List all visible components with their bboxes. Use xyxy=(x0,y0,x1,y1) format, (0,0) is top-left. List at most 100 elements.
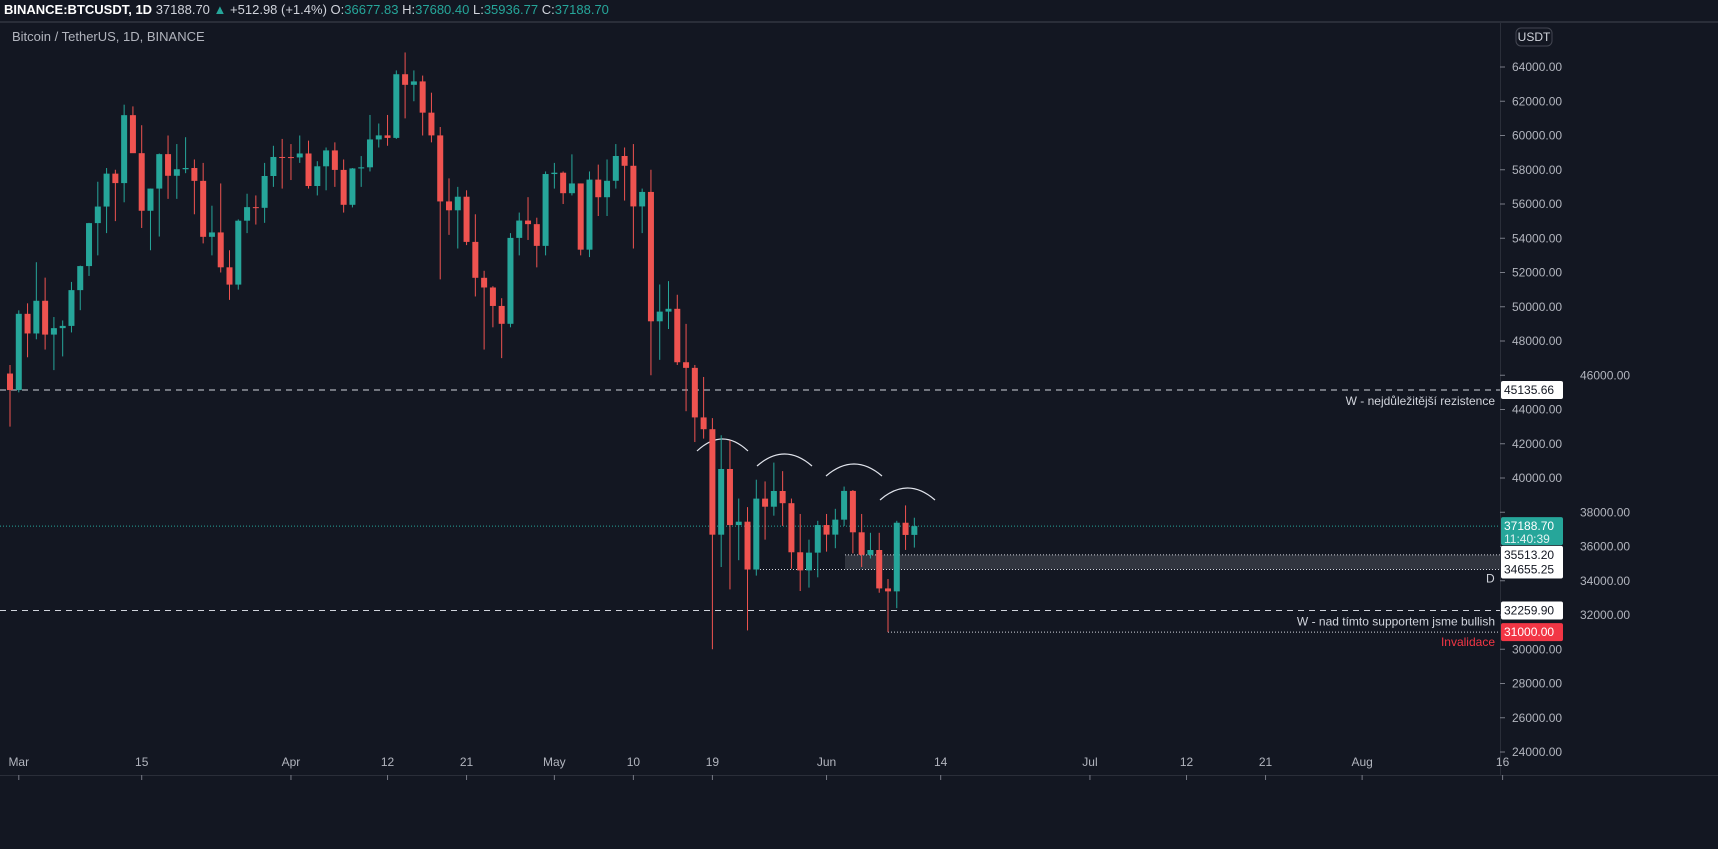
candle-body xyxy=(762,498,769,507)
candle-body xyxy=(129,115,136,154)
price-tick-label: 40000.00 xyxy=(1512,471,1562,485)
candle-body xyxy=(876,549,883,589)
time-tick-label: May xyxy=(543,755,566,769)
candle-body xyxy=(498,305,505,324)
candle-body xyxy=(639,191,646,207)
price-tick-label: 30000.00 xyxy=(1512,642,1562,656)
currency-badge xyxy=(1515,27,1553,47)
candle-body xyxy=(112,173,119,184)
candle-body xyxy=(410,81,417,85)
candle-body xyxy=(252,207,259,209)
price-tick-label: 62000.00 xyxy=(1512,94,1562,108)
candle-body xyxy=(375,135,382,140)
time-tick-label: Aug xyxy=(1351,755,1372,769)
candle-body xyxy=(156,154,163,189)
candle-body xyxy=(893,522,900,592)
price-tick-label: 26000.00 xyxy=(1512,711,1562,725)
candle-body xyxy=(700,417,707,430)
support-zone xyxy=(845,554,1500,570)
low-value: 35936.77 xyxy=(483,2,539,17)
pattern-arc xyxy=(756,453,813,467)
open-value: 36677.83 xyxy=(344,2,399,17)
candle-body xyxy=(191,168,198,181)
candle-body xyxy=(287,157,294,159)
line-note: W - nejdůležitější rezistence xyxy=(1346,394,1496,408)
candle-body xyxy=(630,165,637,207)
zone-bottom-price-label: 34655.25 xyxy=(1504,563,1554,577)
time-tick-label: Jul xyxy=(1082,755,1097,769)
price-tick-label: 50000.00 xyxy=(1512,300,1562,314)
candle-body xyxy=(586,179,593,250)
time-tick-label: 10 xyxy=(627,755,641,769)
support-price-label: 32259.90 xyxy=(1504,604,1554,618)
time-tick-label: 19 xyxy=(706,755,720,769)
up-arrow-icon: ▲ xyxy=(213,2,227,17)
symbol-name[interactable]: BINANCE:BTCUSDT, 1D xyxy=(4,2,153,17)
candle-body xyxy=(173,169,180,176)
candle-body xyxy=(103,173,110,207)
candle-body xyxy=(384,135,391,138)
candle-body xyxy=(841,490,848,520)
candle-body xyxy=(331,150,338,170)
price-tick-label: 34000.00 xyxy=(1580,574,1630,588)
candle-body xyxy=(226,267,233,285)
candle-body xyxy=(235,220,242,285)
candle-body xyxy=(823,525,830,535)
candle-body xyxy=(472,241,479,278)
price-tick-label: 24000.00 xyxy=(1512,745,1562,759)
support-price-label-bg xyxy=(1501,601,1563,620)
time-tick-label: Apr xyxy=(282,755,301,769)
candle-body xyxy=(656,311,663,322)
candle-body xyxy=(402,74,409,85)
candle-body xyxy=(858,532,865,555)
candle-body xyxy=(94,206,101,224)
candle-body xyxy=(604,180,611,198)
countdown-label: 11:40:39 xyxy=(1504,532,1550,546)
candle-body xyxy=(744,521,751,570)
candle-body xyxy=(77,266,84,291)
candle-body xyxy=(42,300,49,335)
candle-body xyxy=(121,115,128,184)
candle-body xyxy=(902,522,909,535)
candle-body xyxy=(805,552,812,571)
line-note: W - nad tímto supportem jsme bullish xyxy=(1297,615,1495,629)
zone-top-price-label-bg xyxy=(1501,545,1563,564)
close-label: C: xyxy=(541,2,555,17)
candle-body xyxy=(270,156,277,177)
chart-title: Bitcoin / TetherUS, 1D, BINANCE xyxy=(12,29,205,44)
price-tick-label: 58000.00 xyxy=(1512,163,1562,177)
time-tick-label: Jun xyxy=(817,755,836,769)
price-tick-label: 56000.00 xyxy=(1512,197,1562,211)
candle-body xyxy=(366,139,373,168)
candle-body xyxy=(753,498,760,570)
time-tick-label: 21 xyxy=(460,755,474,769)
candle-body xyxy=(261,176,268,208)
candle-body xyxy=(7,373,13,391)
candle-body xyxy=(726,468,733,526)
candle-body xyxy=(525,220,532,225)
zone-bottom-price-label-bg xyxy=(1501,560,1563,579)
time-tick-label: 14 xyxy=(934,755,948,769)
low-label: L: xyxy=(472,2,484,17)
candle-body xyxy=(323,150,330,167)
candle-body xyxy=(349,168,356,205)
last-price-label-bg xyxy=(1501,517,1563,546)
candle-body xyxy=(832,519,839,535)
time-tick-label: 21 xyxy=(1259,755,1273,769)
price-tick-label: 46000.00 xyxy=(1580,368,1630,382)
price-tick-label: 60000.00 xyxy=(1512,129,1562,143)
candle-body xyxy=(15,313,22,391)
candle-body xyxy=(674,308,681,363)
candle-body xyxy=(647,191,654,322)
candle-body xyxy=(165,154,172,176)
candle-body xyxy=(683,362,690,368)
candle-body xyxy=(691,367,698,418)
candle-body xyxy=(779,490,786,504)
price-tick-label: 28000.00 xyxy=(1512,677,1562,691)
candle-body xyxy=(340,169,347,205)
candle-body xyxy=(244,207,251,221)
zone-note: D xyxy=(1486,572,1495,586)
candle-body xyxy=(489,287,496,306)
candle-body xyxy=(437,135,444,202)
